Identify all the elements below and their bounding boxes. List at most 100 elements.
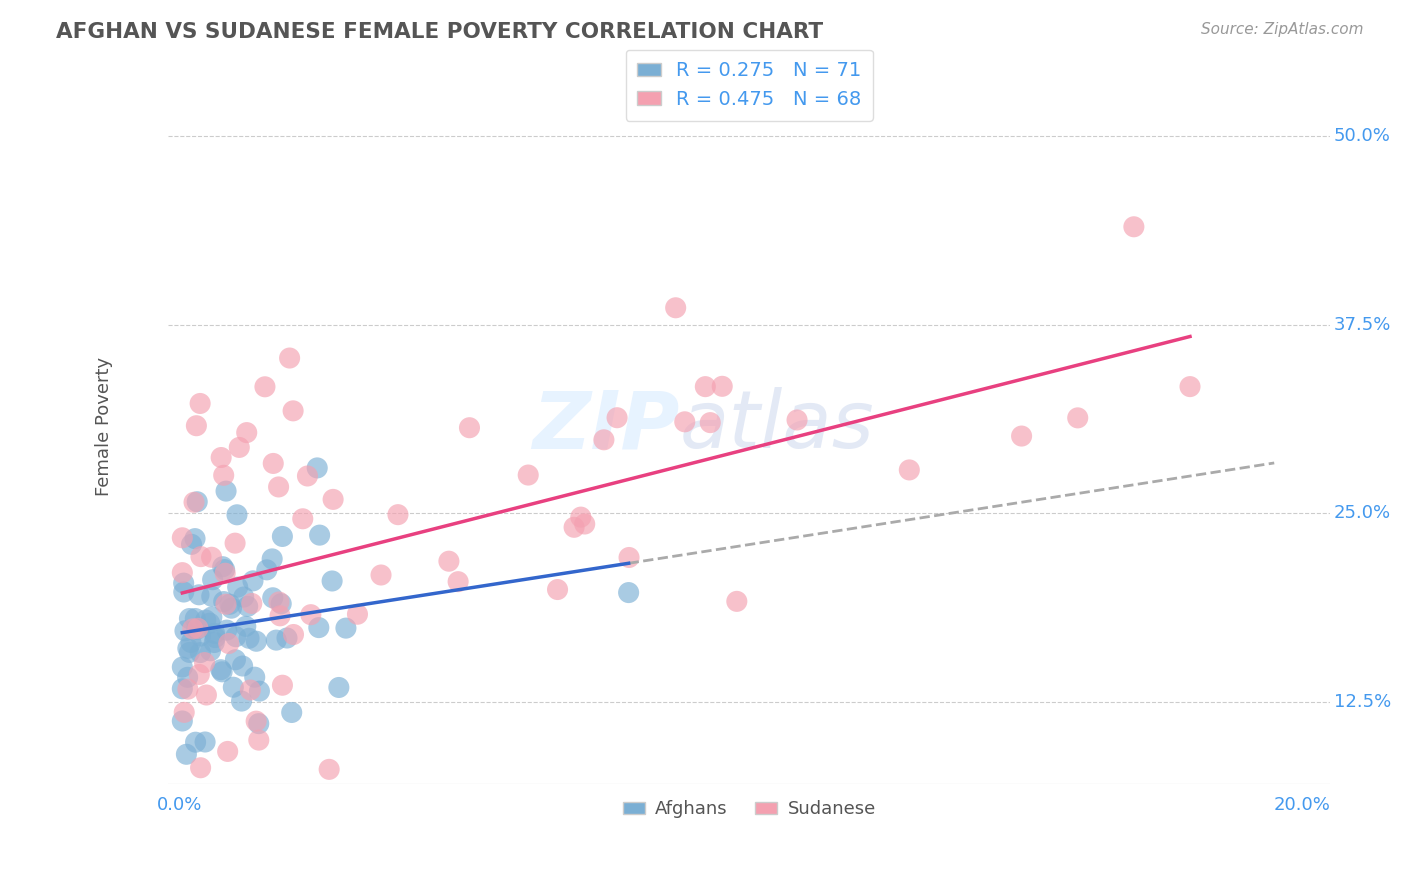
Point (321, 574, 343, 588)
Point (322, 492, 344, 507)
Point (458, 421, 481, 435)
Point (437, 554, 460, 568)
Point (271, 678, 294, 692)
Text: atlas: atlas (679, 387, 875, 466)
Point (217, 744, 239, 758)
Point (235, 619, 257, 633)
Point (569, 510, 592, 524)
Point (184, 611, 207, 625)
Point (370, 568, 392, 582)
Point (245, 714, 267, 728)
Point (256, 563, 278, 577)
Point (188, 396, 211, 410)
Point (236, 599, 259, 614)
Point (172, 681, 194, 696)
Point (194, 613, 217, 627)
Point (209, 663, 232, 677)
Point (517, 468, 540, 483)
Point (183, 495, 205, 509)
Point (200, 550, 222, 565)
Point (176, 747, 198, 762)
Text: 50.0%: 50.0% (1334, 128, 1391, 145)
Point (173, 576, 195, 591)
Point (201, 610, 224, 624)
Point (264, 633, 287, 648)
Point (447, 574, 470, 589)
Point (267, 595, 290, 609)
Point (232, 590, 254, 604)
Point (238, 632, 260, 646)
Text: AFGHAN VS SUDANESE FEMALE POVERTY CORRELATION CHART: AFGHAN VS SUDANESE FEMALE POVERTY CORREL… (56, 22, 824, 42)
Point (188, 646, 211, 660)
Point (308, 621, 330, 635)
Point (267, 480, 290, 494)
Point (186, 495, 208, 509)
Point (211, 559, 233, 574)
Text: 20.0%: 20.0% (1274, 797, 1330, 814)
Text: 25.0%: 25.0% (1334, 504, 1391, 522)
Point (270, 597, 292, 611)
Point (177, 682, 200, 697)
Point (262, 591, 284, 605)
Point (222, 680, 245, 694)
Point (173, 706, 195, 720)
Text: Source: ZipAtlas.com: Source: ZipAtlas.com (1201, 22, 1364, 37)
Point (177, 641, 200, 656)
Point (547, 582, 569, 597)
Point (231, 694, 253, 708)
Point (283, 627, 305, 641)
Point (215, 484, 238, 499)
Point (214, 563, 236, 577)
Point (193, 656, 215, 670)
Point (180, 537, 202, 551)
Point (269, 608, 291, 623)
Point (204, 626, 226, 640)
Point (280, 706, 302, 720)
Point (278, 351, 301, 365)
Point (176, 670, 198, 684)
Point (346, 607, 368, 622)
Point (186, 623, 208, 637)
Point (204, 631, 226, 645)
Text: 0.0%: 0.0% (157, 797, 202, 814)
Point (172, 531, 194, 545)
Point (240, 596, 263, 610)
Point (201, 573, 224, 587)
Point (262, 552, 284, 566)
Point (215, 597, 238, 611)
Point (198, 616, 221, 631)
Point (214, 566, 236, 581)
Point (247, 733, 270, 747)
Point (711, 379, 734, 393)
Point (173, 585, 195, 599)
Point (1178, 379, 1201, 393)
Point (262, 457, 284, 471)
Point (271, 529, 294, 543)
Point (215, 623, 238, 637)
Point (184, 532, 207, 546)
Point (218, 597, 240, 611)
Point (1122, 219, 1144, 234)
Point (593, 433, 616, 447)
Point (180, 635, 202, 649)
Point (194, 735, 217, 749)
Point (225, 630, 247, 644)
Point (243, 670, 266, 684)
Point (212, 468, 235, 483)
Text: ZIP: ZIP (533, 387, 679, 466)
Point (695, 379, 717, 393)
Point (276, 631, 298, 645)
Point (318, 763, 340, 777)
Point (174, 624, 197, 638)
Point (335, 621, 357, 635)
Point (242, 574, 264, 588)
Point (221, 601, 243, 615)
Point (387, 508, 409, 522)
Point (232, 659, 254, 673)
Point (209, 450, 232, 465)
Point (200, 644, 222, 658)
Point (1067, 410, 1090, 425)
Point (188, 588, 211, 602)
Point (224, 653, 246, 667)
Point (201, 590, 224, 604)
